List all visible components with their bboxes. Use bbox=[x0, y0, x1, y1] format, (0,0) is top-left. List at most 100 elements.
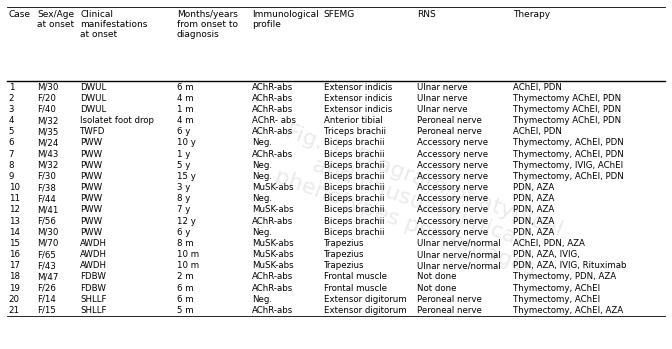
Text: RNS: RNS bbox=[417, 10, 435, 19]
Text: AChR-abs: AChR-abs bbox=[252, 94, 293, 103]
Text: 1 y: 1 y bbox=[177, 150, 190, 158]
Text: PDN, AZA, IVIG,: PDN, AZA, IVIG, bbox=[513, 250, 580, 259]
Text: 7 y: 7 y bbox=[177, 206, 190, 214]
Text: Thymectomy AChEI, PDN: Thymectomy AChEI, PDN bbox=[513, 105, 622, 114]
Text: Thymectomy, IVIG, AChEI: Thymectomy, IVIG, AChEI bbox=[513, 161, 624, 170]
Text: Biceps brachii: Biceps brachii bbox=[324, 161, 384, 170]
Text: 20: 20 bbox=[9, 295, 19, 304]
Text: Neg.: Neg. bbox=[252, 172, 272, 181]
Text: Thymectomy, AChEI: Thymectomy, AChEI bbox=[513, 284, 601, 292]
Text: PDN, AZA: PDN, AZA bbox=[513, 206, 554, 214]
Text: Thymectomy, AChEI: Thymectomy, AChEI bbox=[513, 295, 601, 304]
Text: M/30: M/30 bbox=[38, 83, 58, 91]
Text: PWW: PWW bbox=[80, 183, 102, 192]
Text: AChR-abs: AChR-abs bbox=[252, 127, 293, 136]
Text: MuSK-abs: MuSK-abs bbox=[252, 183, 294, 192]
Text: Ulnar nerve: Ulnar nerve bbox=[417, 83, 467, 91]
Text: 8 y: 8 y bbox=[177, 194, 190, 203]
Text: 16: 16 bbox=[9, 250, 19, 259]
Text: Sex/Age
at onset: Sex/Age at onset bbox=[38, 10, 75, 29]
Text: 9: 9 bbox=[9, 172, 14, 181]
Text: Trapezius: Trapezius bbox=[324, 261, 364, 270]
Text: F/20: F/20 bbox=[38, 94, 56, 103]
Text: Neg.: Neg. bbox=[252, 194, 272, 203]
Text: Accessory nerve: Accessory nerve bbox=[417, 206, 488, 214]
Text: M/24: M/24 bbox=[38, 139, 58, 147]
Text: Accessory nerve: Accessory nerve bbox=[417, 139, 488, 147]
Text: 13: 13 bbox=[9, 217, 19, 225]
Text: Accessory nerve: Accessory nerve bbox=[417, 228, 488, 237]
Text: Triceps brachii: Triceps brachii bbox=[324, 127, 386, 136]
Text: Extensor digitorum: Extensor digitorum bbox=[324, 295, 407, 304]
Text: Extensor indicis: Extensor indicis bbox=[324, 94, 392, 103]
Text: AChR-abs: AChR-abs bbox=[252, 306, 293, 315]
Text: Case: Case bbox=[9, 10, 31, 19]
Text: PWW: PWW bbox=[80, 206, 102, 214]
Text: 5: 5 bbox=[9, 127, 14, 136]
Text: MuSK-abs: MuSK-abs bbox=[252, 239, 294, 248]
Text: Ulnar nerve: Ulnar nerve bbox=[417, 105, 467, 114]
Text: 5 m: 5 m bbox=[177, 306, 194, 315]
Text: AWDH: AWDH bbox=[80, 261, 108, 270]
Text: Immunological
profile: Immunological profile bbox=[252, 10, 319, 29]
Text: Thymectomy AChEI, PDN: Thymectomy AChEI, PDN bbox=[513, 116, 622, 125]
Text: Accessory nerve: Accessory nerve bbox=[417, 217, 488, 225]
Text: Accessory nerve: Accessory nerve bbox=[417, 172, 488, 181]
Text: F/56: F/56 bbox=[38, 217, 56, 225]
Text: M/43: M/43 bbox=[38, 150, 58, 158]
Text: 10 m: 10 m bbox=[177, 261, 199, 270]
Text: M/35: M/35 bbox=[38, 127, 58, 136]
Text: 1 m: 1 m bbox=[177, 105, 194, 114]
Text: Neg.: Neg. bbox=[252, 295, 272, 304]
Text: PWW: PWW bbox=[80, 217, 102, 225]
Text: Biceps brachii: Biceps brachii bbox=[324, 150, 384, 158]
Text: PDN, AZA: PDN, AZA bbox=[513, 217, 554, 225]
Text: Thymectomy AChEI, PDN: Thymectomy AChEI, PDN bbox=[513, 94, 622, 103]
Text: Thymectomy, AChEI, PDN: Thymectomy, AChEI, PDN bbox=[513, 172, 624, 181]
Text: 3 y: 3 y bbox=[177, 183, 190, 192]
Text: AChR-abs: AChR-abs bbox=[252, 217, 293, 225]
Text: Thymectomy, AChEI, AZA: Thymectomy, AChEI, AZA bbox=[513, 306, 624, 315]
Text: 12: 12 bbox=[9, 206, 19, 214]
Text: F/44: F/44 bbox=[38, 194, 56, 203]
Text: AChEI, PDN: AChEI, PDN bbox=[513, 127, 562, 136]
Text: Accessory nerve: Accessory nerve bbox=[417, 194, 488, 203]
Text: AChR-abs: AChR-abs bbox=[252, 83, 293, 91]
Text: 6 m: 6 m bbox=[177, 295, 194, 304]
Text: PDN, AZA: PDN, AZA bbox=[513, 228, 554, 237]
Text: F/15: F/15 bbox=[38, 306, 56, 315]
Text: AChEI, PDN, AZA: AChEI, PDN, AZA bbox=[513, 239, 585, 248]
Text: AChR-abs: AChR-abs bbox=[252, 284, 293, 292]
Text: Biceps brachii: Biceps brachii bbox=[324, 228, 384, 237]
Text: 8 m: 8 m bbox=[177, 239, 194, 248]
Text: DWUL: DWUL bbox=[80, 83, 107, 91]
Text: F/26: F/26 bbox=[38, 284, 56, 292]
Text: M/32: M/32 bbox=[38, 116, 58, 125]
Text: Ulnar nerve/normal: Ulnar nerve/normal bbox=[417, 261, 501, 270]
Text: 1: 1 bbox=[9, 83, 14, 91]
Text: AChR-abs: AChR-abs bbox=[252, 150, 293, 158]
Text: 10: 10 bbox=[9, 183, 19, 192]
Text: Frontal muscle: Frontal muscle bbox=[324, 273, 386, 281]
Text: 5 y: 5 y bbox=[177, 161, 190, 170]
Text: DWUL: DWUL bbox=[80, 105, 107, 114]
Text: Frontal muscle: Frontal muscle bbox=[324, 284, 386, 292]
Text: Anterior tibial: Anterior tibial bbox=[324, 116, 382, 125]
Text: AWDH: AWDH bbox=[80, 250, 108, 259]
Text: 14: 14 bbox=[9, 228, 19, 237]
Text: Extensor digitorum: Extensor digitorum bbox=[324, 306, 407, 315]
Text: MuSK-abs: MuSK-abs bbox=[252, 250, 294, 259]
Text: F/30: F/30 bbox=[38, 172, 56, 181]
Text: F/43: F/43 bbox=[38, 261, 56, 270]
Text: AChEI, PDN: AChEI, PDN bbox=[513, 83, 562, 91]
Text: Ulnar nerve: Ulnar nerve bbox=[417, 94, 467, 103]
Text: F/38: F/38 bbox=[38, 183, 56, 192]
Text: 6 m: 6 m bbox=[177, 284, 194, 292]
Text: Trapezius: Trapezius bbox=[324, 250, 364, 259]
Text: 6 m: 6 m bbox=[177, 83, 194, 91]
Text: AWDH: AWDH bbox=[80, 239, 108, 248]
Text: F/65: F/65 bbox=[38, 250, 56, 259]
Text: Accessory nerve: Accessory nerve bbox=[417, 161, 488, 170]
Text: F/40: F/40 bbox=[38, 105, 56, 114]
Text: PWW: PWW bbox=[80, 150, 102, 158]
